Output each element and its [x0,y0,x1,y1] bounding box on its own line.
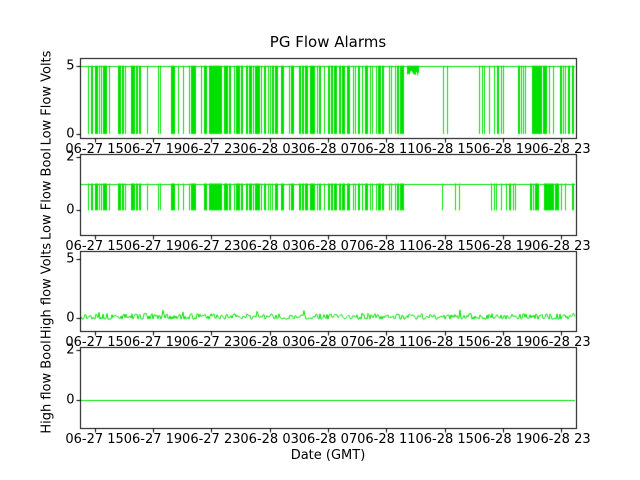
x-tick-label: 06-27 15 [65,432,124,447]
x-tick-label: 06-28 07 [298,239,358,254]
x-tick-label: 06-28 19 [473,335,533,350]
x-tick-label: 06-27 23 [182,142,241,157]
x-tick-label: 06-28 11 [357,142,416,157]
x-tick-label: 06-27 19 [123,239,183,254]
x-tick-label: 06-28 07 [298,335,358,350]
x-tick-label: 06-28 03 [240,239,299,254]
x-tick-label: 06-28 11 [357,239,416,254]
y-tick-label: 0 [66,202,75,218]
y-tick-label: 0 [66,310,75,326]
x-tick-label: 06-28 11 [357,335,416,350]
x-tick-label: 06-27 19 [123,335,183,350]
x-tick-label: 06-27 19 [123,432,183,447]
y-tick-label: 0 [66,126,75,142]
x-tick-label: 06-28 19 [473,432,533,447]
y-tick-label: 2 [66,342,75,358]
y-tick-label: 0 [66,392,75,408]
y-tick-label: 5 [66,58,75,74]
x-tick-label: 06-28 23 [532,239,591,254]
x-tick-label: 06-28 03 [240,335,299,350]
x-tick-label: 06-28 15 [415,335,474,350]
x-tick-label: 06-28 23 [532,432,591,447]
x-tick-label: 06-28 07 [298,142,358,157]
x-tick-label: 06-27 15 [65,239,124,254]
y-tick-label: 2 [66,149,75,165]
x-tick-label: 06-28 19 [473,239,533,254]
x-tick-label: 06-28 19 [473,142,533,157]
x-tick-label: 06-27 23 [182,432,241,447]
x-tick-label: 06-28 23 [532,335,591,350]
y-tick-label: 5 [66,251,75,267]
x-tick-label: 06-28 07 [298,432,358,447]
chart-title: PG Flow Alarms [269,33,387,51]
x-tick-label: 06-28 23 [532,142,591,157]
x-tick-label: 06-28 11 [357,432,416,447]
x-tick-label: 06-27 15 [65,335,124,350]
x-tick-label: 06-27 15 [65,142,124,157]
x-tick-label: 06-28 03 [240,142,299,157]
x-axis-label: Date (GMT) [290,448,366,463]
x-tick-label: 06-27 19 [123,142,183,157]
x-tick-label: 06-28 15 [415,142,474,157]
x-tick-label: 06-27 23 [182,239,241,254]
x-tick-label: 06-27 23 [182,335,241,350]
x-tick-label: 06-28 15 [415,239,474,254]
x-tick-label: 06-28 03 [240,432,299,447]
x-tick-label: 06-28 15 [415,432,474,447]
